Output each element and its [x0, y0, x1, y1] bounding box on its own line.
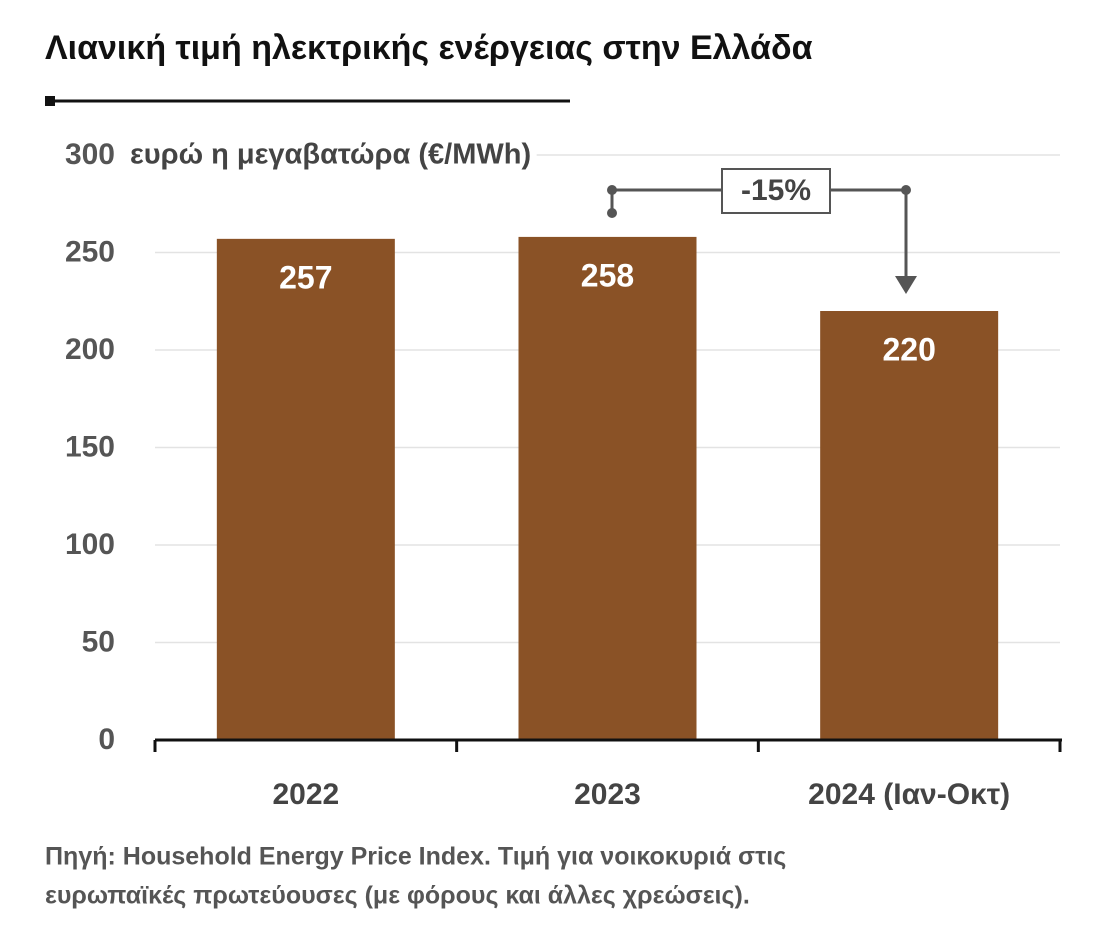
connector-dot — [607, 208, 617, 218]
value-label: 257 — [279, 259, 332, 295]
connector-dot — [607, 185, 617, 195]
bar — [518, 236, 697, 740]
x-tick-label: 2024 (Ιαν-Οκτ) — [808, 778, 1010, 811]
connector — [610, 188, 722, 213]
annotation: -15% — [607, 168, 917, 294]
chart-title: Λιανική τιμή ηλεκτρικής ενέργειας στην Ε… — [45, 29, 813, 67]
y-tick-label: 300 — [65, 138, 115, 171]
y-tick-label: 150 — [65, 430, 115, 463]
connector-dot — [901, 185, 911, 195]
y-tick-label: 0 — [98, 723, 115, 756]
source-note: ευρωπαϊκές πρωτεύουσες (με φόρους και άλ… — [45, 882, 750, 910]
annotation-box — [721, 168, 831, 214]
source-note: Πηγή: Household Energy Price Index. Τιμή… — [45, 843, 786, 871]
value-label: 258 — [581, 257, 634, 293]
y-tick-label: 250 — [65, 235, 115, 268]
y-tick-label: 200 — [65, 333, 115, 366]
y-axis-label: ευρώ η μεγαβατώρα (€/MWh) — [130, 139, 531, 171]
annotation-text: -15% — [741, 174, 811, 207]
x-tick-label: 2023 — [574, 778, 641, 811]
bar — [216, 238, 395, 740]
connector — [830, 188, 908, 278]
x-tick-label: 2022 — [272, 778, 339, 811]
bar — [820, 311, 999, 740]
y-tick-label: 100 — [65, 528, 115, 561]
value-label: 220 — [882, 331, 935, 367]
y-tick-label: 50 — [82, 625, 115, 658]
arrowhead — [895, 276, 917, 294]
